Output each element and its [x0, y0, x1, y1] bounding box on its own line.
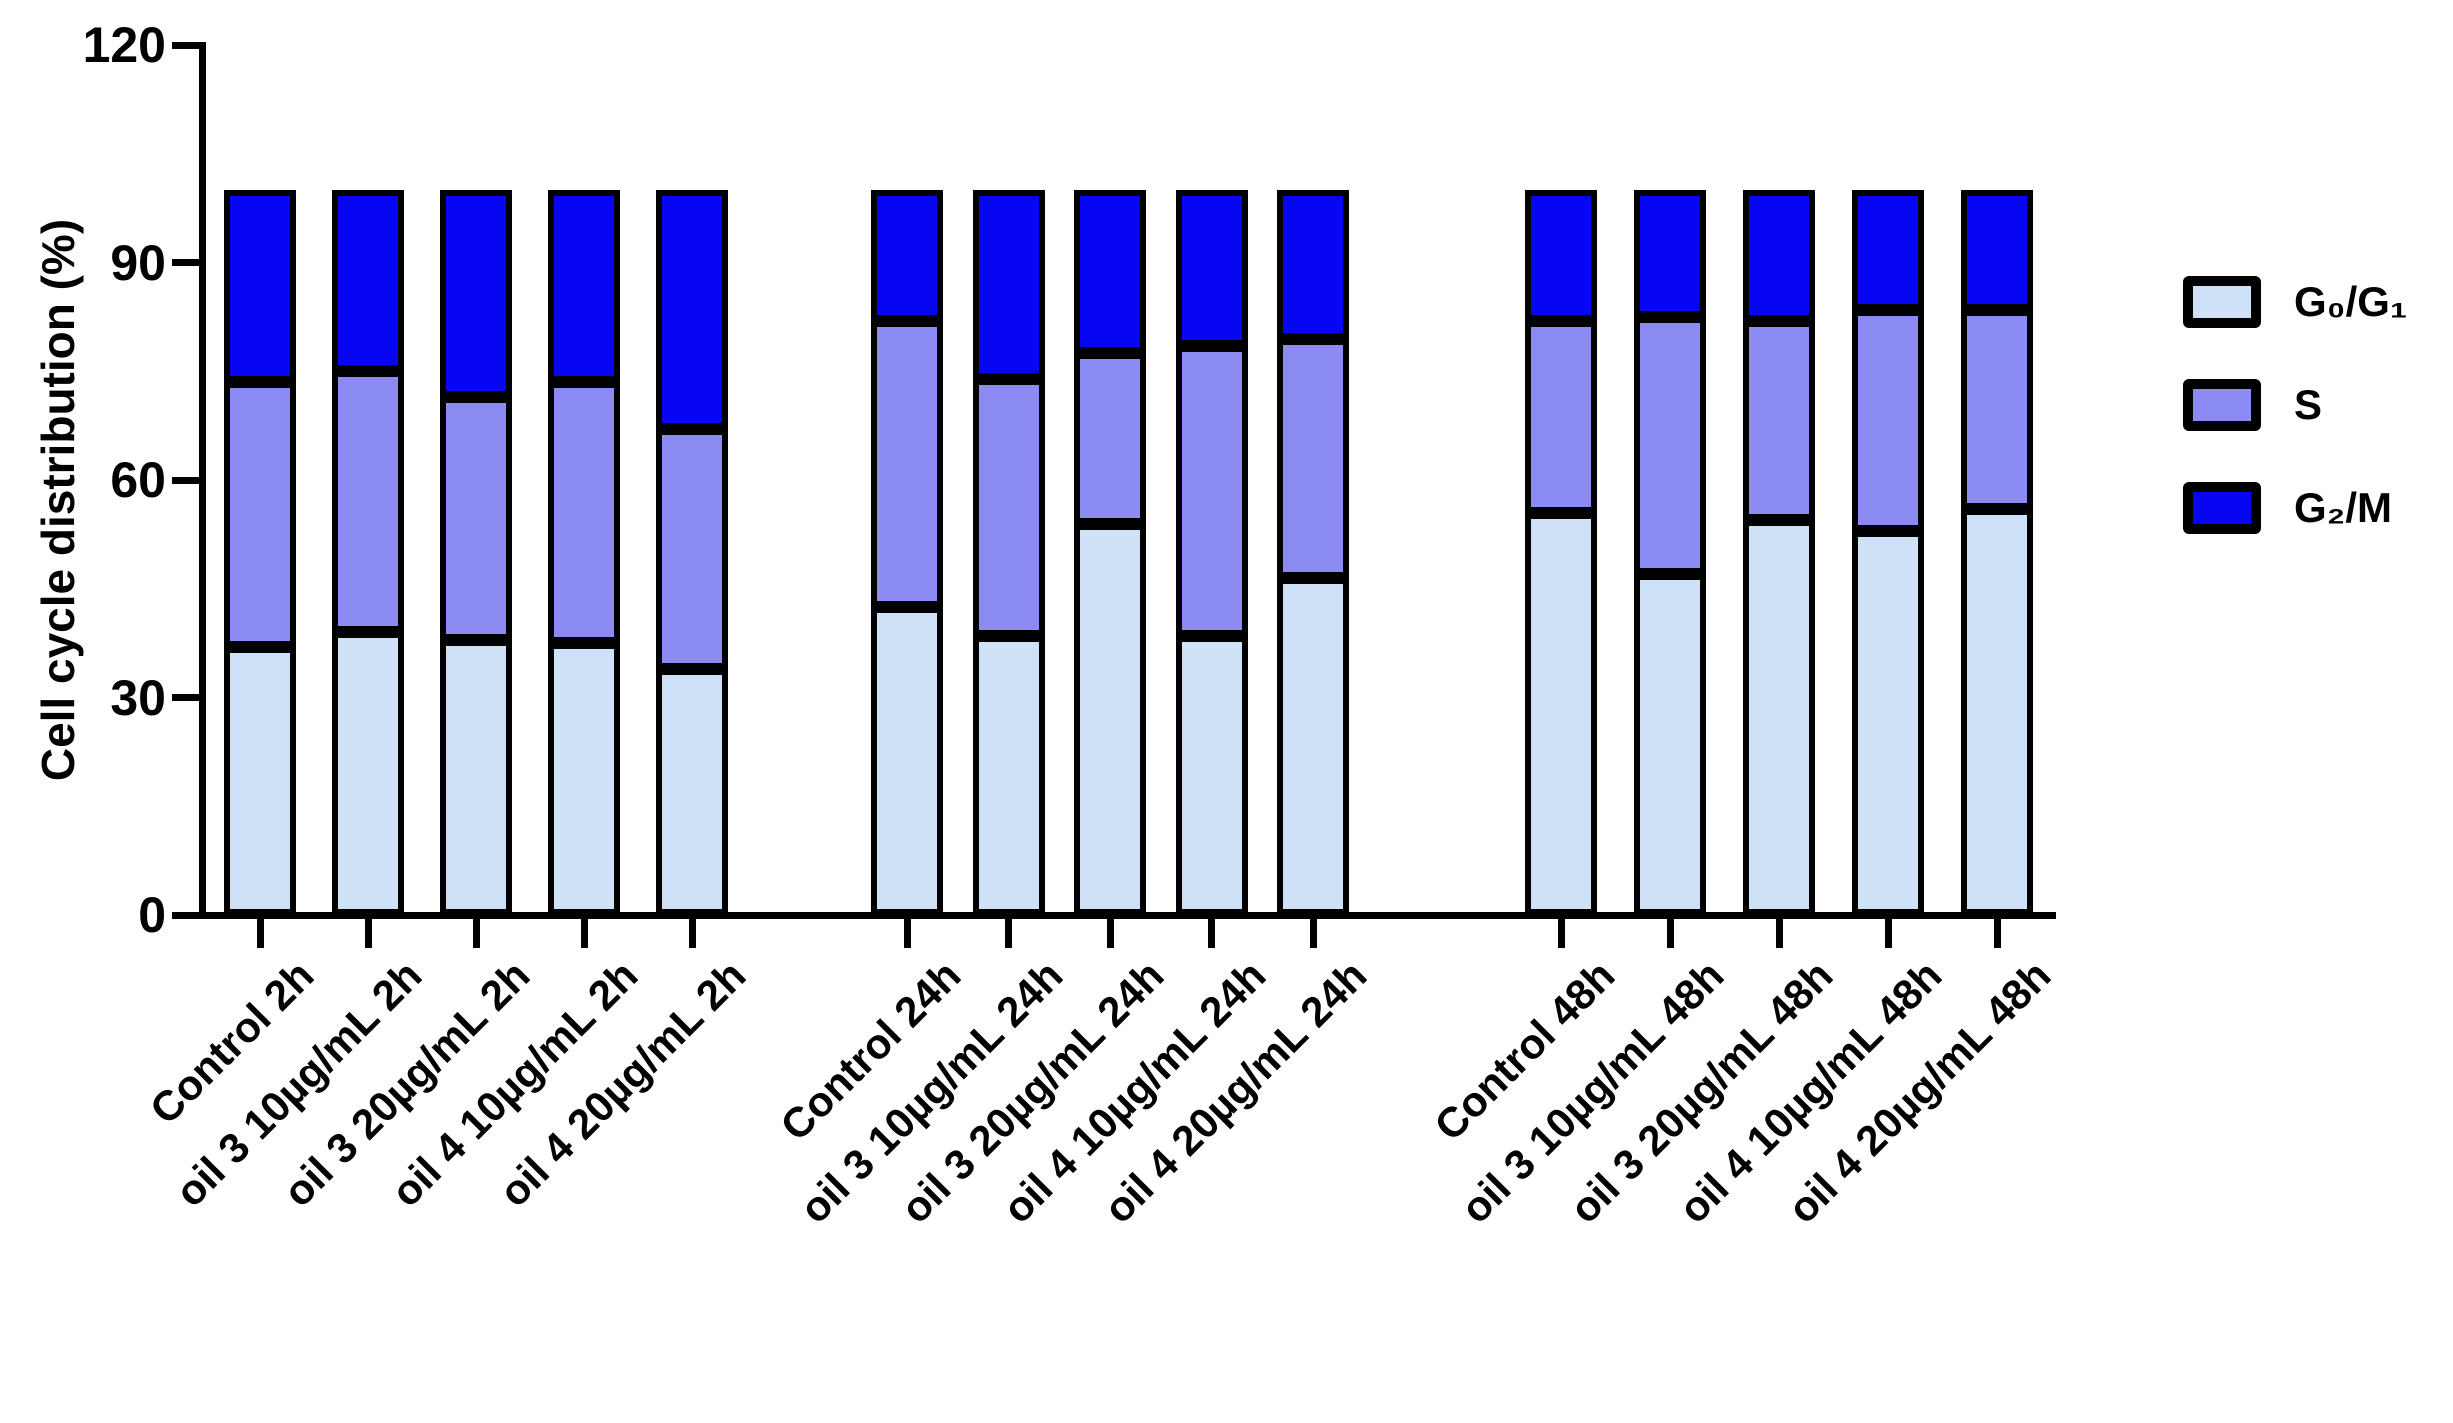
bar-segment-g0g1: [224, 646, 296, 915]
legend-swatch-g2m: [2183, 482, 2261, 534]
bar-segment-g2m: [1277, 190, 1349, 339]
bar-segment-g0g1: [1525, 512, 1597, 915]
cell-cycle-stacked-bar-chart: Cell cycle distribution (%) Control 2h oi…: [32, 17, 2408, 1233]
bar-segment-s: [548, 382, 620, 644]
y-tick: [172, 476, 200, 484]
bar-segment-s: [1852, 309, 1924, 531]
x-tick: [1993, 915, 2001, 948]
bar-segment-g2m: [1074, 190, 1146, 354]
bar-segment-s: [332, 371, 404, 633]
bar-segment-g2m: [548, 190, 620, 383]
y-tick: [172, 694, 200, 701]
bar-segment-g0g1: [871, 606, 943, 915]
y-tick-label: 90: [110, 234, 166, 291]
bar-segment-s: [1074, 353, 1146, 524]
bar-segment-g2m: [1743, 190, 1815, 321]
bar-segment-s: [1277, 338, 1349, 578]
bar-segment-g2m: [440, 190, 512, 397]
legend-swatch-g0g1: [2183, 276, 2261, 328]
bar-segment-s: [440, 396, 512, 640]
x-tick: [903, 915, 911, 948]
y-tick: [172, 41, 200, 49]
bar-segment-g0g1: [332, 632, 404, 915]
bar-segment-g2m: [656, 190, 728, 430]
x-axis-line: [199, 912, 2056, 919]
y-tick-label: 120: [82, 17, 166, 73]
bar-segment-s: [224, 382, 296, 647]
plot-area: Control 2h oil 3 10µg/mL 2h oil 3 20µg/mL …: [82, 17, 2060, 1232]
legend-label-s: S: [2294, 381, 2323, 428]
x-tick: [580, 915, 588, 948]
y-tick-label: 0: [138, 887, 166, 943]
bar-segment-s: [972, 378, 1045, 636]
bar-segment-s: [871, 320, 943, 607]
bar-segment-g2m: [972, 190, 1045, 379]
x-tick: [1005, 915, 1012, 948]
y-tick: [172, 911, 200, 919]
bar-segment-g0g1: [1175, 635, 1248, 915]
bar-segment-g2m: [871, 190, 943, 321]
bar-segment-g0g1: [1743, 519, 1815, 915]
legend-item-s: S: [2183, 379, 2407, 431]
bar-segment-g0g1: [656, 668, 728, 915]
bar-segment-s: [656, 429, 728, 669]
legend-label-g0g1: G₀/G₁: [2294, 278, 2408, 325]
bar-segment-s: [1634, 316, 1706, 575]
x-tick: [1208, 915, 1215, 948]
x-tick: [688, 915, 696, 948]
x-tick: [1106, 915, 1114, 948]
bar-segment-g0g1: [1634, 574, 1706, 915]
legend-item-g2m: G₂/M: [2183, 482, 2407, 534]
x-tick: [1884, 915, 1892, 948]
bar-segment-s: [1525, 320, 1597, 513]
x-tick: [1557, 915, 1565, 948]
legend: G₀/G₁ S G₂/M: [2183, 276, 2407, 534]
bar-segment-g2m: [1525, 190, 1597, 321]
x-axis-label: oil 3 20µg/mL 48h: [1560, 951, 1842, 1233]
y-axis-line: [199, 42, 206, 919]
y-tick: [172, 259, 200, 266]
bar-segment-g0g1: [1074, 523, 1146, 915]
bar-segment-g2m: [1175, 190, 1248, 346]
legend-swatch-s: [2183, 379, 2261, 431]
bar-segment-g0g1: [1852, 530, 1924, 915]
bar-segment-g0g1: [972, 635, 1045, 915]
bar-segment-g2m: [332, 190, 404, 372]
y-tick-label: 30: [110, 669, 166, 726]
bar-segment-g2m: [1961, 190, 2033, 310]
bar-segment-s: [1175, 345, 1248, 636]
bar-segment-s: [1743, 320, 1815, 520]
y-tick-label: 60: [110, 452, 166, 508]
bar-segment-g0g1: [548, 643, 620, 915]
x-tick: [256, 915, 264, 948]
bar-segment-g0g1: [1277, 577, 1349, 915]
bar-segment-g2m: [1634, 190, 1706, 317]
bar-segment-g2m: [224, 190, 296, 383]
x-axis-label: oil 3 20µg/mL 2h: [274, 951, 539, 1216]
x-axis-label: oil 3 20µg/mL 24h: [891, 951, 1173, 1233]
bar-segment-g0g1: [440, 639, 512, 915]
x-tick: [1775, 915, 1783, 948]
legend-label-g2m: G₂/M: [2294, 484, 2392, 531]
x-tick: [1309, 915, 1317, 948]
x-tick: [472, 915, 480, 948]
bar-segment-s: [1961, 309, 2033, 509]
bar-segment-g0g1: [1961, 509, 2033, 915]
x-tick: [364, 915, 372, 948]
legend-item-g0g1: G₀/G₁: [2183, 276, 2407, 328]
bar-segment-g2m: [1852, 190, 1924, 310]
x-tick: [1666, 915, 1674, 948]
